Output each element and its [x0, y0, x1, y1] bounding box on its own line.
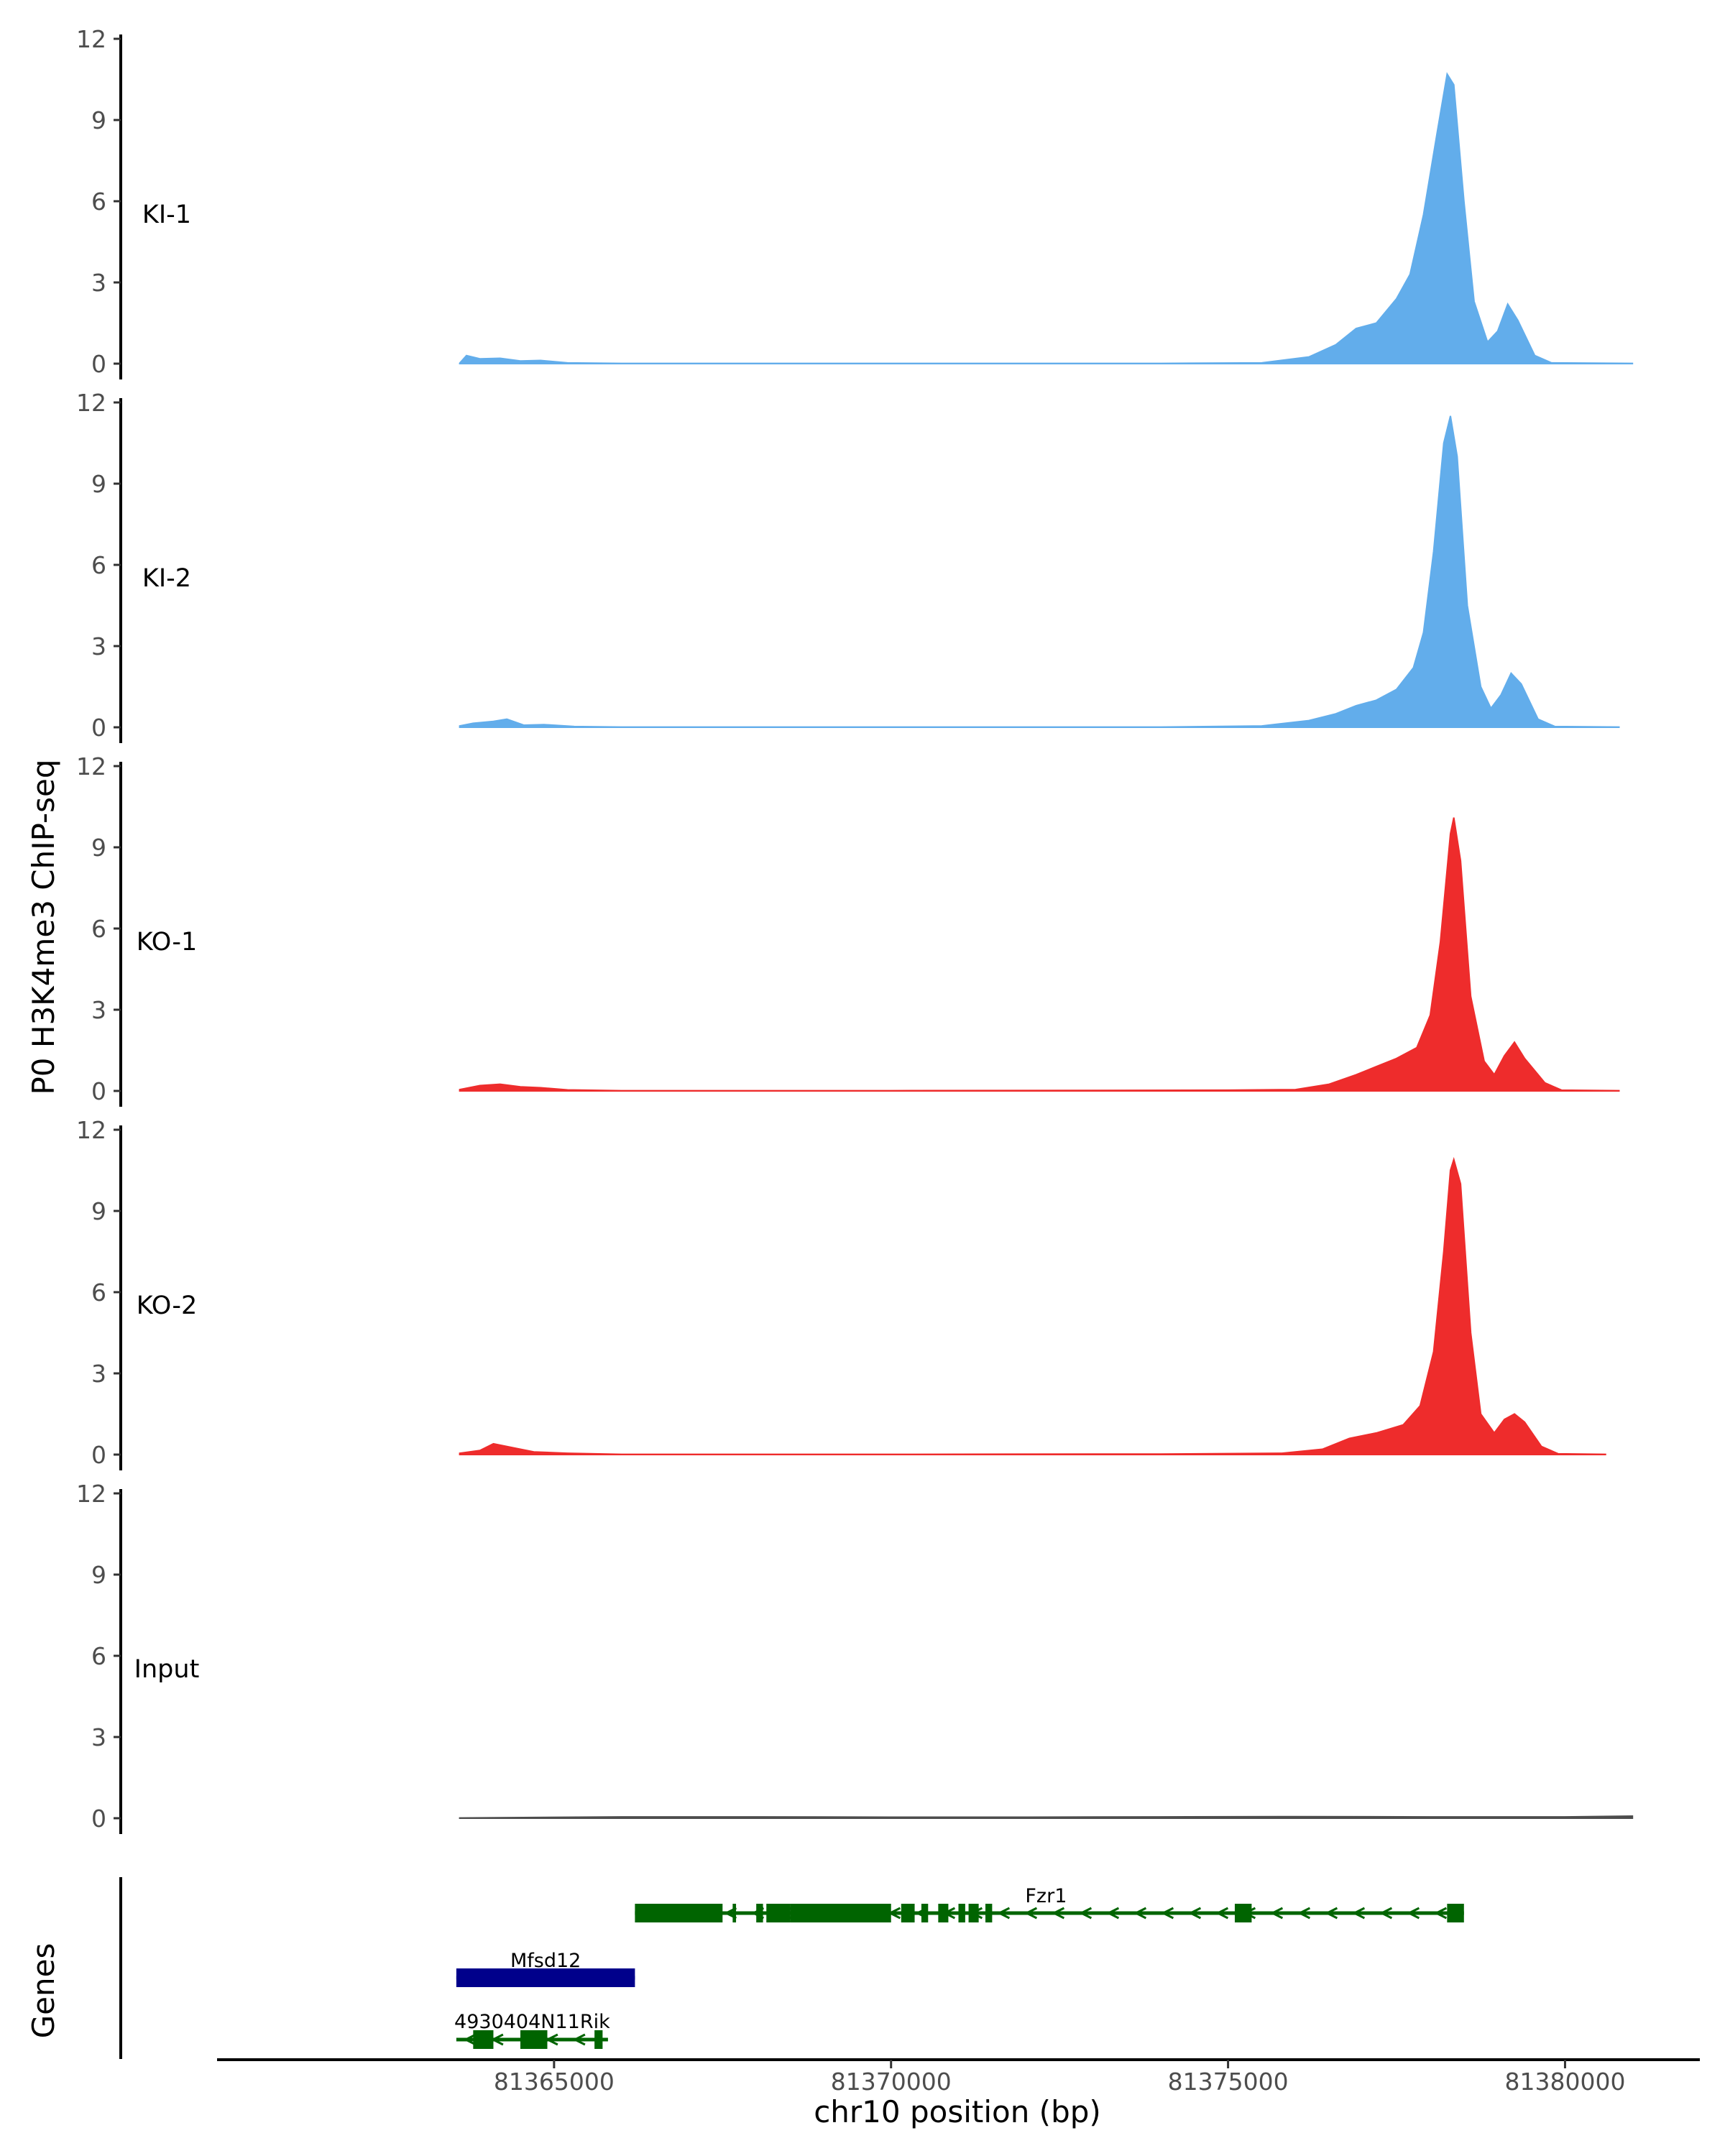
gene-annotation-track: Fzr1 Mfsd12 4930404N11Rik	[119, 1877, 1464, 2059]
y-tick-label: 12	[76, 25, 106, 53]
exon-block	[594, 2030, 603, 2049]
y-tick-label: 12	[76, 389, 106, 417]
exon-block	[790, 1904, 891, 1922]
y-tick-label: 12	[76, 752, 106, 780]
y-tick-label: 6	[91, 551, 106, 579]
track-label: KO-1	[137, 928, 197, 957]
exon-block	[1234, 1904, 1252, 1922]
track-input: 0 3 6 9 12 Input	[76, 1480, 1634, 1834]
strand-arrow	[997, 1907, 1011, 1920]
strand-arrow	[1133, 1907, 1147, 1920]
exon-block	[520, 2030, 548, 2049]
y-tick-label: 0	[91, 1441, 106, 1469]
coverage-tracks: 0 3 6 9 12 KI-1 0 3 6 9 12 KI-2 0 3 6 9 12 KO-1 0 3 6 9 12 KO-2…	[76, 25, 1634, 1834]
strand-arrow	[1407, 1907, 1420, 1920]
exon-block	[968, 1904, 979, 1922]
track-ko-2: 0 3 6 9 12 KO-2	[76, 1116, 1606, 1470]
x-tick-label: 81370000	[831, 2068, 952, 2096]
y-tick-label: 9	[91, 1561, 106, 1589]
y-tick-label: 6	[91, 1279, 106, 1307]
y-tick-label: 6	[91, 1642, 106, 1670]
y-tick-label: 6	[91, 915, 106, 943]
track-label: Input	[134, 1655, 200, 1684]
strand-arrow	[572, 2033, 586, 2046]
gene-fzr1: Fzr1	[635, 1885, 1464, 1922]
coverage-area	[459, 1156, 1606, 1455]
exon-block	[938, 1904, 949, 1922]
y-tick-label: 0	[91, 350, 106, 378]
y-tick-label: 3	[91, 1723, 106, 1751]
strand-arrow	[1052, 1907, 1065, 1920]
strand-arrow	[1434, 1907, 1448, 1920]
y-tick-label: 0	[91, 714, 106, 742]
track-ko-1: 0 3 6 9 12 KO-1	[76, 752, 1620, 1107]
exon-block	[756, 1904, 763, 1922]
x-tick-label: 81375000	[1168, 2068, 1289, 2096]
track-label: KI-1	[142, 201, 191, 229]
y-tick-label: 12	[76, 1116, 106, 1144]
y-tick-label: 9	[91, 106, 106, 134]
exon-block	[456, 1968, 635, 1987]
strand-arrow	[1161, 1907, 1174, 1920]
gene-label: Mfsd12	[510, 1950, 581, 1972]
strand-arrow	[1352, 1907, 1366, 1920]
exon-block	[635, 1904, 723, 1922]
gene-4930404n11rik: 4930404N11Rik	[454, 2011, 610, 2049]
y-axis-title: P0 H3K4me3 ChIP-seq	[26, 759, 61, 1095]
strand-arrow	[1297, 1907, 1311, 1920]
exon-block	[901, 1904, 915, 1922]
y-tick-label: 0	[91, 1077, 106, 1105]
x-tick-label: 81365000	[494, 2068, 615, 2096]
strand-arrow	[1215, 1907, 1229, 1920]
strand-arrow	[1270, 1907, 1284, 1920]
exon-block	[958, 1904, 965, 1922]
gene-label: Fzr1	[1025, 1885, 1067, 1907]
track-ki-2: 0 3 6 9 12 KI-2	[76, 389, 1620, 743]
exon-block	[921, 1904, 929, 1922]
strand-arrow	[1106, 1907, 1120, 1920]
y-tick-label: 9	[91, 470, 106, 498]
strand-arrow	[1079, 1907, 1092, 1920]
x-tick-label: 81380000	[1504, 2068, 1625, 2096]
strand-arrow	[1379, 1907, 1393, 1920]
x-axis-title: chr10 position (bp)	[814, 2094, 1101, 2129]
genes-track-title: Genes	[26, 1943, 61, 2039]
y-tick-label: 9	[91, 1197, 106, 1225]
track-label: KI-2	[142, 564, 191, 593]
strand-arrow	[1325, 1907, 1338, 1920]
y-tick-label: 3	[91, 1360, 106, 1388]
gene-label: 4930404N11Rik	[454, 2011, 610, 2033]
track-label: KO-2	[137, 1291, 197, 1320]
exon-block	[732, 1904, 737, 1922]
strand-arrow	[1024, 1907, 1038, 1920]
coverage-area	[459, 72, 1634, 364]
exon-block	[473, 2030, 494, 2049]
coverage-area	[459, 817, 1620, 1092]
strand-arrow	[545, 2033, 558, 2046]
coverage-area	[459, 415, 1620, 728]
y-tick-label: 6	[91, 188, 106, 216]
y-tick-label: 3	[91, 269, 106, 297]
y-tick-label: 0	[91, 1805, 106, 1833]
exon-block	[985, 1904, 993, 1922]
strand-arrow	[463, 2033, 477, 2046]
coverage-area	[459, 1815, 1634, 1819]
exon-block	[766, 1904, 791, 1922]
x-axis: 81365000 81370000 81375000 81380000	[217, 2058, 1700, 2096]
y-tick-label: 12	[76, 1480, 106, 1508]
track-ki-1: 0 3 6 9 12 KI-1	[76, 25, 1634, 379]
exon-block	[1447, 1904, 1464, 1922]
gene-mfsd12: Mfsd12	[456, 1950, 635, 1987]
y-tick-label: 9	[91, 834, 106, 862]
y-tick-label: 3	[91, 996, 106, 1024]
y-tick-label: 3	[91, 632, 106, 660]
strand-arrow	[1188, 1907, 1202, 1920]
